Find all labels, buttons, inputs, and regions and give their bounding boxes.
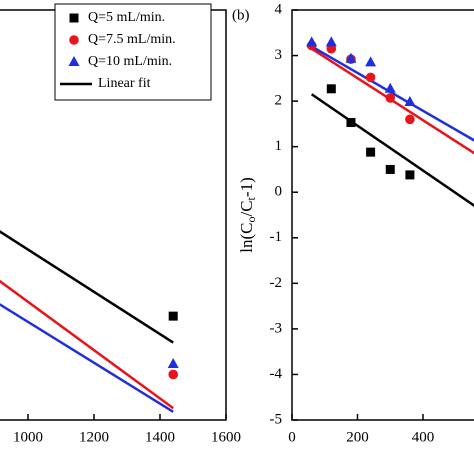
legend-marker (69, 35, 79, 45)
legend-label: Q=7.5 mL/min. (88, 32, 176, 47)
fit-line (0, 279, 174, 410)
panel-label: (b) (232, 7, 250, 23)
fit-line (310, 47, 474, 155)
y-tick-label: -4 (270, 366, 283, 382)
legend-marker (69, 13, 79, 23)
marker (167, 357, 179, 368)
y-tick-label: 2 (275, 93, 283, 109)
legend-label: Q=10 mL/min. (88, 54, 172, 69)
legend-marker (68, 56, 80, 66)
plot-area (306, 36, 474, 208)
y-tick-label: -1 (270, 229, 283, 245)
fit-line (311, 45, 474, 142)
x-tick-label: 200 (346, 429, 369, 445)
x-tick-label: 1400 (145, 429, 175, 445)
y-tick-label: -5 (270, 411, 283, 427)
marker (366, 147, 376, 157)
plot-frame (291, 9, 474, 421)
x-tick-label: 1600 (211, 429, 241, 445)
y-axis-label: ln(Co/Ct-1) (237, 177, 258, 252)
legend-label: Q=5 mL/min. (88, 10, 165, 25)
plot-frame (0, 9, 227, 421)
plot-area (0, 230, 179, 413)
y-tick-label: 4 (275, 1, 283, 17)
legend-label: Linear fit (98, 76, 151, 91)
y-tick-label: -3 (270, 320, 283, 336)
marker (326, 84, 336, 94)
marker (405, 114, 415, 125)
marker (384, 82, 396, 93)
y-tick-label: 3 (275, 47, 283, 63)
x-tick-label: 0 (288, 429, 296, 445)
y-tick-label: 1 (275, 138, 283, 154)
marker (168, 311, 178, 321)
x-tick-label: 1000 (13, 429, 43, 445)
fit-line (0, 303, 174, 413)
marker (405, 170, 415, 180)
marker (346, 118, 356, 128)
marker (168, 369, 178, 380)
fit-line (0, 230, 174, 344)
marker (365, 56, 377, 67)
marker (385, 93, 396, 103)
marker (306, 36, 318, 47)
marker (365, 72, 376, 83)
y-tick-label: 0 (275, 184, 283, 200)
marker (325, 36, 337, 47)
x-tick-label: 1200 (79, 429, 109, 445)
y-tick-label: -2 (270, 275, 283, 291)
marker (345, 52, 357, 63)
marker (404, 96, 416, 107)
marker (385, 164, 395, 174)
fit-line (310, 93, 474, 208)
x-tick-label: 400 (412, 429, 435, 445)
